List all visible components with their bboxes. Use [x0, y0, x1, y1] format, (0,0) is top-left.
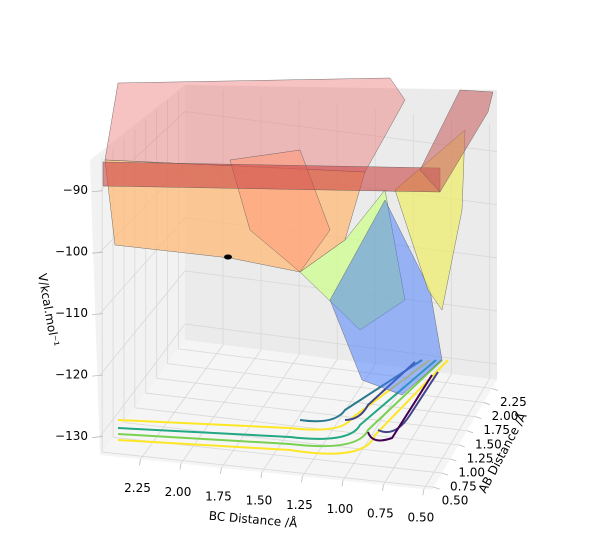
grid-line: [102, 451, 434, 488]
y-tick-label: 1.00: [458, 465, 485, 479]
grid-line: [423, 378, 490, 490]
x-tick: [422, 489, 425, 496]
grid-line: [302, 364, 376, 477]
contour: [117, 359, 443, 448]
y-tick: [433, 486, 440, 490]
grid-line: [184, 323, 498, 365]
y-tick: [466, 430, 474, 434]
floor-contours: [117, 359, 449, 455]
contour: [367, 374, 433, 442]
y-tick: [483, 402, 490, 405]
x-tick-label: 1.00: [327, 502, 354, 516]
contour: [299, 359, 423, 423]
surface-patch: [329, 199, 443, 396]
z-tick-label: −100: [55, 245, 88, 259]
x-tick: [179, 463, 182, 470]
z-tick-label: −110: [55, 306, 88, 320]
x-tick-label: 0.50: [408, 511, 435, 525]
x-tick: [220, 467, 222, 474]
z-tick-label: −130: [55, 429, 88, 443]
x-tick: [382, 484, 384, 491]
axes: 2.25 2.00 1.75 1.50 1.25 1.00 0.75 0.500.500.75…: [55, 183, 527, 524]
x-tick-label: 0.75: [367, 506, 394, 520]
y-tick: [475, 416, 482, 420]
y-tick: [450, 458, 457, 462]
grid-line: [123, 422, 451, 460]
x-tick-label: 1.25: [286, 498, 313, 512]
grid-line: [156, 377, 476, 418]
grid-line: [134, 407, 459, 446]
x-tick-label: 1.50: [246, 494, 273, 508]
grid-line: [145, 392, 468, 432]
contour: [344, 361, 439, 434]
grid-line: [221, 354, 300, 469]
z-tick-label: −120: [55, 368, 88, 382]
grid-line: [261, 359, 338, 473]
y-tick: [458, 444, 465, 448]
x-tick: [341, 480, 344, 487]
contour: [117, 359, 437, 440]
z-tick: [91, 374, 104, 377]
grid-line: [178, 348, 493, 389]
x-tick-label: 1.75: [205, 489, 232, 503]
y-tick: [441, 472, 449, 476]
x-tick: [301, 476, 303, 483]
grid-line: [99, 270, 186, 376]
x-tick-label: 2.25: [124, 481, 151, 495]
grid-line: [167, 363, 484, 403]
y-tick-label: 1.25: [467, 451, 494, 465]
y-tick-label: 1.75: [483, 423, 510, 437]
contour: [117, 359, 449, 455]
grid-line: [99, 323, 186, 437]
x-tick: [260, 472, 263, 479]
z-tick: [91, 190, 104, 193]
z-tick: [91, 251, 104, 254]
y-tick-label: 0.50: [442, 494, 469, 508]
z-tick-label: −90: [63, 183, 88, 197]
y-tick-label: 2.00: [492, 409, 519, 423]
marker: [223, 254, 233, 260]
z-tick: [91, 436, 104, 438]
y-tick-label: 0.75: [450, 480, 477, 494]
x-tick: [139, 459, 141, 466]
grid-line: [383, 373, 452, 486]
surface-patch: [419, 89, 494, 193]
y-tick: [491, 388, 499, 391]
surface: [102, 77, 494, 396]
y-tick-label: 2.25: [500, 395, 527, 409]
y-tick-label: 1.50: [475, 437, 502, 451]
grid-line: [140, 344, 224, 460]
z-tick: [91, 313, 104, 316]
x-tick-label: 2.00: [165, 485, 192, 499]
